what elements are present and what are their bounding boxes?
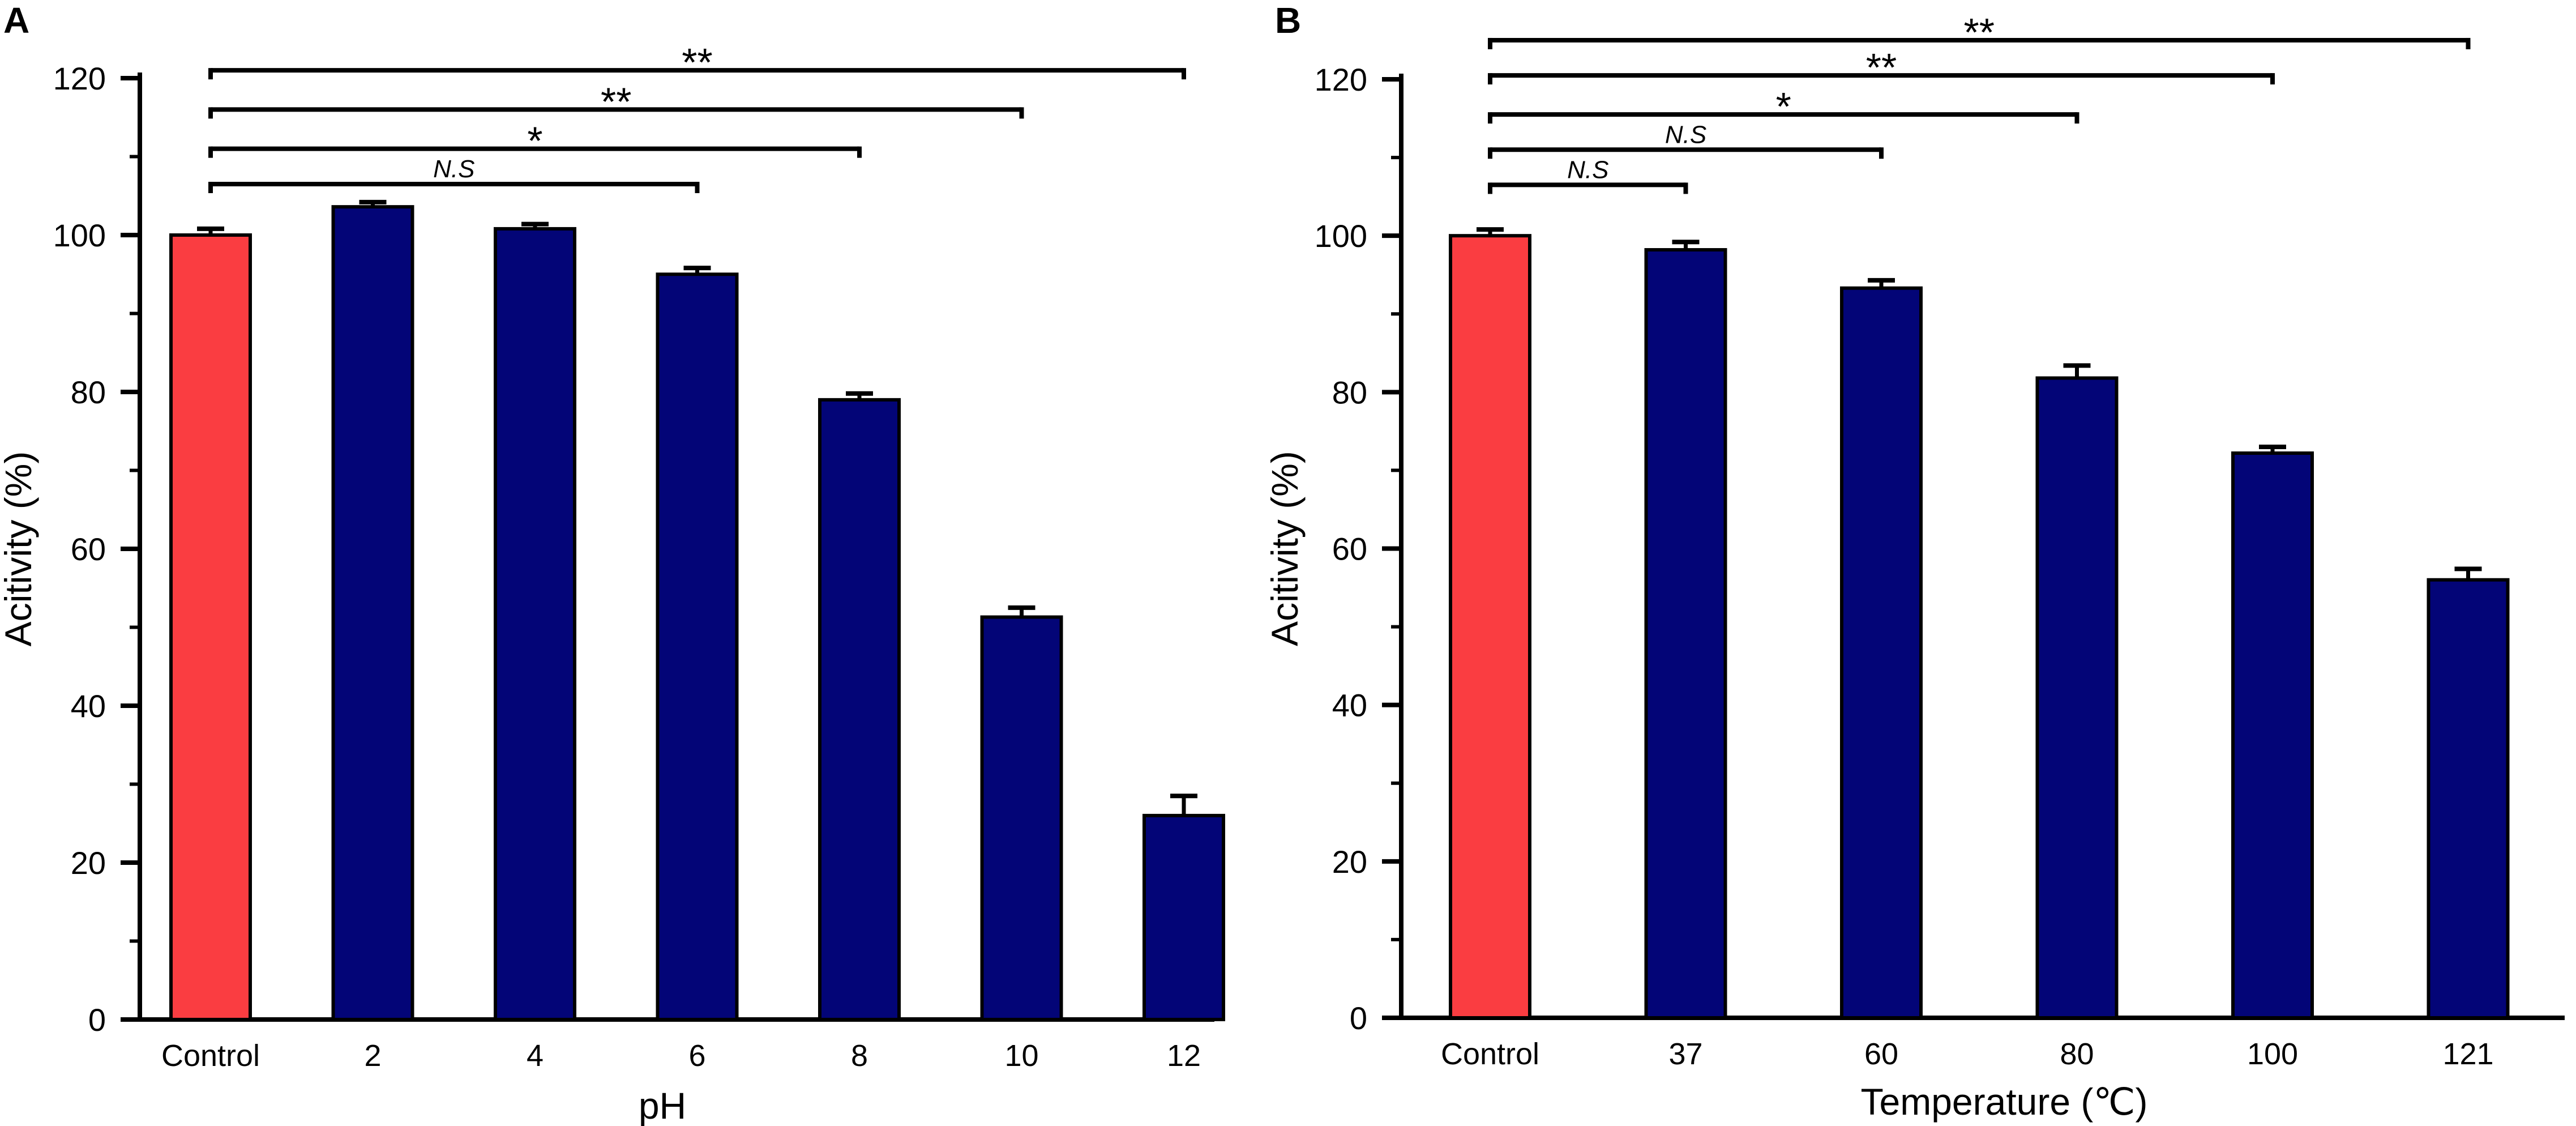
x-tick-label: 10 (1004, 1039, 1038, 1073)
x-tick-label: 6 (688, 1039, 705, 1073)
significance-bracket: ** (208, 40, 1186, 84)
y-tick-label: 20 (71, 845, 106, 881)
bar (169, 233, 252, 1021)
significance-label: N.S (1665, 121, 1706, 148)
bar (980, 615, 1063, 1021)
significance-label: ** (1964, 10, 1995, 54)
y-tick-label: 100 (1315, 218, 1367, 254)
x-tick-label: 60 (1864, 1037, 1898, 1071)
y-axis-title: Acitivity (%) (1264, 451, 1306, 646)
bar (2231, 451, 2314, 1020)
significance-label: * (527, 119, 542, 163)
significance-label: N.S (433, 155, 474, 183)
x-tick-label: 37 (1668, 1037, 1702, 1071)
significance-bracket: ** (1488, 10, 2471, 54)
significance-bracket: N.S (208, 155, 700, 193)
significance-label: ** (601, 79, 631, 123)
panel-label-a: A (3, 0, 29, 41)
panel-label-b: B (1275, 0, 1301, 41)
y-tick-label: 120 (53, 61, 106, 96)
x-axis-title: pH (639, 1085, 686, 1126)
y-tick-label: 80 (71, 374, 106, 410)
significance-label: * (1776, 84, 1791, 129)
x-tick-label: 2 (364, 1039, 381, 1073)
significance-bracket: N.S (1488, 156, 1688, 194)
x-tick-label: 8 (851, 1039, 868, 1073)
chart-panel-a: 0 20 40 60 80 100 120 Acitivity (%) Control 2 4 6 8 1… (0, 40, 1225, 1126)
bar (818, 398, 901, 1021)
y-tick-label: 60 (1332, 531, 1367, 567)
y-tick-label: 20 (1332, 844, 1367, 880)
bar (1142, 813, 1225, 1022)
bar (2035, 376, 2119, 1020)
significance-bracket: ** (208, 79, 1024, 123)
chart-panel-b: 0 20 40 60 80 100 120 Acitivity (%) Control 37 60 8… (1264, 10, 2565, 1123)
x-axis-title: Temperature (℃) (1861, 1081, 2148, 1123)
bar (2427, 578, 2510, 1020)
y-tick-label: 100 (53, 217, 106, 253)
x-tick-label: 121 (2442, 1037, 2493, 1071)
significance-bracket: N.S (1488, 121, 1884, 159)
bar (1840, 286, 1923, 1020)
x-tick-label: 12 (1167, 1039, 1201, 1073)
significance-label: ** (1866, 45, 1897, 89)
significance-bracket: * (1488, 84, 2079, 129)
y-tick-label: 0 (88, 1002, 106, 1038)
y-tick-label: 120 (1315, 62, 1367, 97)
bar (1449, 234, 1531, 1020)
y-tick-label: 80 (1332, 374, 1367, 410)
significance-label: ** (682, 40, 712, 84)
significance-label: N.S (1567, 156, 1608, 184)
x-tick-label: Control (161, 1039, 260, 1073)
x-tick-label: 80 (2060, 1037, 2094, 1071)
bar (1644, 248, 1727, 1020)
bar (331, 205, 414, 1021)
x-tick-label: 100 (2247, 1037, 2298, 1071)
bar (656, 272, 739, 1021)
y-tick-label: 40 (1332, 688, 1367, 723)
y-tick-label: 60 (71, 531, 106, 567)
y-axis-title: Acitivity (%) (0, 451, 39, 647)
y-tick-label: 0 (1350, 1000, 1367, 1036)
bar (494, 227, 576, 1021)
significance-bracket: ** (1488, 45, 2275, 89)
y-tick-label: 40 (71, 688, 106, 724)
x-tick-label: Control (1441, 1037, 1539, 1071)
x-tick-label: 4 (527, 1039, 544, 1073)
significance-bracket: * (208, 119, 862, 163)
